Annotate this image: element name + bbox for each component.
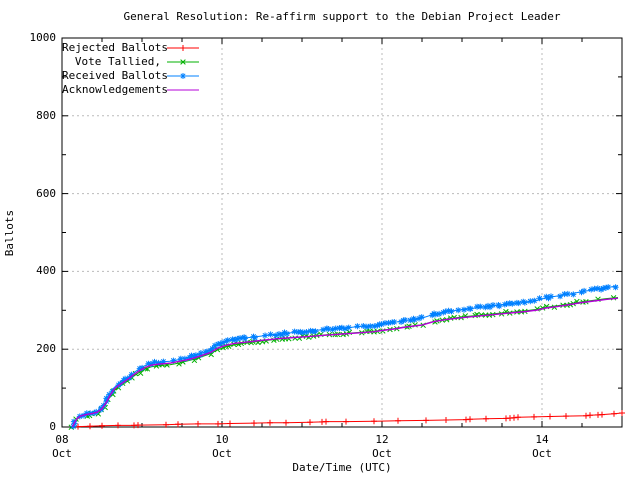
legend-label: Received Ballots bbox=[62, 69, 168, 82]
x-tick-label: 08 Oct bbox=[52, 433, 72, 460]
y-tick-label: 200 bbox=[36, 342, 56, 356]
y-tick-label: 600 bbox=[36, 186, 56, 200]
legend-item: Vote Tallied, bbox=[62, 55, 199, 69]
chart-title: General Resolution: Re-affirm support to… bbox=[123, 10, 561, 23]
legend-sample-star-icon bbox=[167, 73, 199, 79]
legend-label: Vote Tallied, bbox=[74, 55, 161, 68]
y-tick-label: 400 bbox=[36, 264, 56, 278]
legend-sample-line-icon bbox=[167, 89, 199, 91]
plot-border bbox=[61, 37, 623, 428]
y-axis-label: Ballots bbox=[3, 209, 16, 257]
series-line-rejected-ballots bbox=[77, 412, 623, 428]
series-markers-rejected-ballots bbox=[75, 410, 625, 430]
x-tick-label: 12 Oct bbox=[372, 433, 392, 460]
legend-item: Rejected Ballots bbox=[62, 41, 199, 55]
legend-item: Received Ballots bbox=[62, 69, 199, 83]
legend-label: Acknowledgements bbox=[62, 83, 168, 96]
legend-item: Acknowledgements bbox=[62, 83, 199, 97]
series-line-acknowledgements bbox=[71, 297, 619, 428]
y-tick-label: 1000 bbox=[29, 31, 57, 44]
legend-sample-x-icon bbox=[167, 59, 199, 65]
legend-sample-plus-icon bbox=[167, 45, 199, 51]
legend-label: Rejected Ballots bbox=[62, 41, 168, 54]
legend: Rejected Ballots Vote Tallied, Received Ba… bbox=[62, 41, 199, 97]
y-tick-label: 800 bbox=[36, 108, 56, 122]
x-tick-label: 14 Oct bbox=[532, 433, 552, 460]
y-tick-label: 0 bbox=[49, 420, 56, 433]
x-tick-label: 10 Oct bbox=[212, 433, 232, 460]
series-markers-received-ballots bbox=[70, 284, 619, 430]
x-axis-label: Date/Time (UTC) bbox=[292, 461, 392, 474]
series-line-received-ballots bbox=[71, 285, 619, 427]
